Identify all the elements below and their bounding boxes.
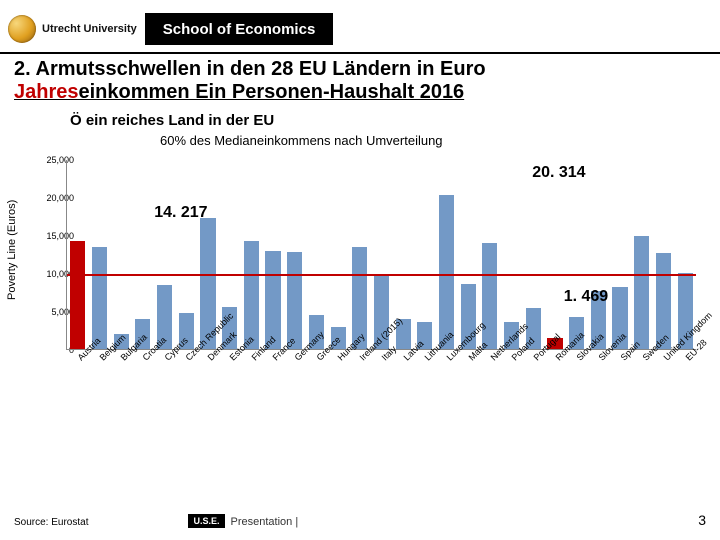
bar (70, 241, 85, 349)
xlabel-slot: Greece (305, 352, 327, 432)
legend-label: 60% des Medianeinkommens nach Umverteilu… (0, 129, 720, 148)
xlabel-slot: Denmark (196, 352, 218, 432)
xlabel-slot: Hungary (327, 352, 349, 432)
use-badge: U.S.E. (188, 514, 224, 528)
xlabel-slot: Portugal (522, 352, 544, 432)
bar (92, 247, 107, 349)
xlabel-slot: Belgium (88, 352, 110, 432)
header: Utrecht University School of Economics (0, 0, 720, 52)
bar-slot (609, 160, 631, 349)
xlabel-slot: United Kingdom (652, 352, 674, 432)
bar-slot (522, 160, 544, 349)
xlabel-slot: Netherlands (479, 352, 501, 432)
xlabel-slot: Luxembourg (435, 352, 457, 432)
title-black-remainder: einkommen Ein Personen-Haushalt 2016 (79, 81, 465, 103)
bar-slot (327, 160, 349, 349)
xlabel-slot: EU-28 (674, 352, 696, 432)
bar-slot (175, 160, 197, 349)
bar-slot (479, 160, 501, 349)
callout-label: 1. 469 (564, 288, 608, 306)
xlabel-slot: Ireland (2015) (348, 352, 370, 432)
chart: Poverty Line (Euros) 05,00010,00015,0002… (10, 150, 710, 440)
bar (287, 252, 302, 349)
bar-slot (132, 160, 154, 349)
xlabel-slot: Poland (500, 352, 522, 432)
bars-container (67, 160, 696, 349)
bar-slot (110, 160, 132, 349)
xlabel-slot: Austria (66, 352, 88, 432)
xlabel-slot: Slovenia (587, 352, 609, 432)
bar-slot (67, 160, 89, 349)
bar (634, 236, 649, 349)
title-line1: 2. Armutsschwellen in den 28 EU Ländern … (14, 58, 706, 81)
xlabel-slot: Latvia (392, 352, 414, 432)
xlabel-slot: Finland (240, 352, 262, 432)
title-red-prefix: Jahres (14, 81, 79, 103)
bar-slot (241, 160, 263, 349)
bar (244, 241, 259, 349)
bar-slot (457, 160, 479, 349)
xlabel-slot: Italy (370, 352, 392, 432)
bar-slot (653, 160, 675, 349)
bar-slot (588, 160, 610, 349)
xlabel-slot: Sweden (631, 352, 653, 432)
xlabel-slot: Romania (544, 352, 566, 432)
subtitle: Ö ein reiches Land in der EU (0, 104, 720, 129)
bar-slot (501, 160, 523, 349)
presentation-label: Presentation | (231, 516, 299, 528)
y-axis-label: Poverty Line (Euros) (6, 200, 18, 300)
bar (482, 243, 497, 349)
bar-slot (436, 160, 458, 349)
xlabel-slot: Cyprus (153, 352, 175, 432)
xlabel-slot: Lithuania (414, 352, 436, 432)
xlabel-slot: Malta (457, 352, 479, 432)
footer: Source: Eurostat U.S.E. Presentation | 3 (14, 512, 706, 528)
plot-area (66, 160, 696, 350)
title-line2: Jahreseinkommen Ein Personen-Haushalt 20… (14, 81, 706, 104)
bar-slot (371, 160, 393, 349)
callout-label: 14. 217 (154, 204, 207, 222)
slide: Utrecht University School of Economics 2… (0, 0, 720, 540)
threshold-line (67, 274, 696, 276)
xlabel-slot: Czech Republic (175, 352, 197, 432)
source-label: Source: Eurostat (14, 517, 88, 528)
xlabel-slot: Germany (283, 352, 305, 432)
bar-slot (414, 160, 436, 349)
bar-slot (674, 160, 696, 349)
title-block: 2. Armutsschwellen in den 28 EU Ländern … (0, 54, 720, 104)
bar-slot (306, 160, 328, 349)
xlabel-slot: France (261, 352, 283, 432)
bar-slot (631, 160, 653, 349)
callout-label: 20. 314 (532, 164, 585, 182)
x-labels: AustriaBelgiumBulgariaCroatiaCyprusCzech… (66, 352, 696, 432)
page-number: 3 (698, 512, 706, 528)
uu-logo: Utrecht University (8, 15, 137, 43)
uu-seal-icon (8, 15, 36, 43)
bar-slot (262, 160, 284, 349)
school-of-economics-box: School of Economics (145, 13, 334, 45)
bar (265, 251, 280, 349)
bar-slot (197, 160, 219, 349)
bar (439, 195, 454, 349)
bar-slot (284, 160, 306, 349)
xlabel-slot: Croatia (131, 352, 153, 432)
xlabel-slot: Spain (609, 352, 631, 432)
bar-slot (154, 160, 176, 349)
uu-text: Utrecht University (42, 23, 137, 35)
bar-slot (544, 160, 566, 349)
bar-slot (566, 160, 588, 349)
xlabel-slot: Bulgaria (109, 352, 131, 432)
xlabel-slot: Estonia (218, 352, 240, 432)
bar-slot (89, 160, 111, 349)
bar-slot (349, 160, 371, 349)
xlabel-slot: Slovakia (566, 352, 588, 432)
